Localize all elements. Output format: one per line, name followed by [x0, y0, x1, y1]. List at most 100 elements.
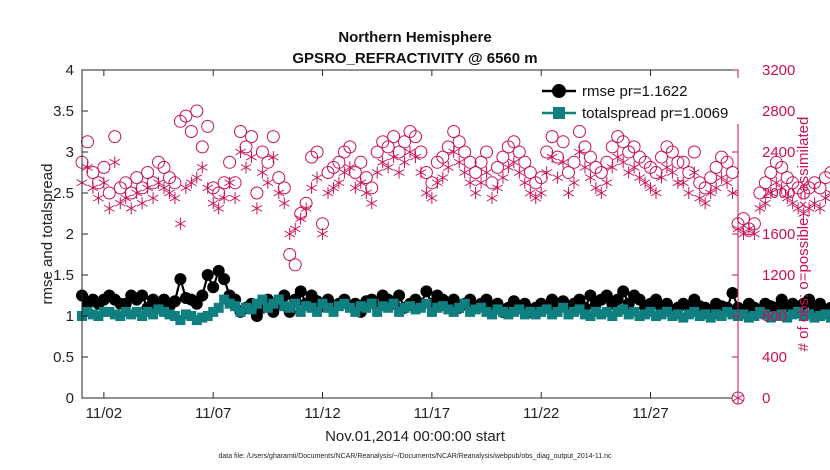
data-point-assimilated	[502, 161, 514, 174]
data-point-assimilated	[552, 171, 564, 184]
data-point-assimilated	[825, 189, 830, 197]
data-point-assimilated	[612, 151, 624, 164]
data-point-possible	[698, 181, 712, 195]
data-point-assimilated	[196, 161, 208, 174]
data-point-totalspread	[536, 306, 547, 317]
data-point-assimilated	[557, 156, 569, 169]
data-point-assimilated	[377, 156, 389, 169]
data-point-totalspread	[667, 311, 678, 321]
data-point-totalspread	[142, 306, 153, 317]
data-point-totalspread	[787, 309, 798, 320]
data-point-assimilated	[645, 181, 656, 194]
data-point-assimilated	[344, 161, 356, 174]
data-point-totalspread	[394, 306, 405, 317]
data-point-possible	[824, 166, 830, 179]
data-point-possible	[491, 160, 504, 174]
data-point-assimilated	[142, 181, 154, 194]
data-point-assimilated	[442, 161, 454, 174]
data-point-assimilated	[180, 181, 192, 194]
data-point-possible	[86, 166, 100, 179]
data-point-totalspread	[399, 302, 410, 313]
data-point-totalspread	[607, 311, 618, 321]
data-point-assimilated	[721, 176, 733, 189]
data-point-assimilated	[584, 171, 596, 184]
data-point-possible	[753, 186, 767, 200]
data-point-totalspread	[290, 298, 301, 309]
data-point-possible	[168, 176, 182, 190]
data-point-possible	[665, 145, 679, 159]
data-point-totalspread	[98, 306, 109, 317]
data-point-assimilated	[404, 146, 416, 158]
data-point-totalspread	[700, 309, 711, 320]
data-point-assimilated	[453, 156, 465, 169]
data-point-totalspread	[213, 302, 224, 313]
data-point-assimilated	[235, 146, 246, 158]
data-point-assimilated	[710, 181, 722, 194]
data-point-assimilated	[524, 187, 536, 199]
data-point-totalspread	[738, 309, 749, 320]
data-point-possible	[436, 150, 450, 164]
data-point-assimilated	[229, 192, 241, 205]
data-point-totalspread	[344, 302, 355, 313]
data-point-possible	[447, 125, 461, 138]
data-point-totalspread	[186, 311, 197, 321]
data-point-totalspread	[410, 304, 421, 315]
data-point-totalspread	[131, 306, 142, 317]
data-point-totalspread	[569, 306, 579, 317]
data-point-assimilated	[486, 192, 498, 205]
data-point-totalspread	[426, 306, 437, 317]
data-point-totalspread	[339, 298, 350, 309]
data-point-totalspread	[323, 302, 333, 313]
data-point-assimilated	[158, 181, 170, 194]
data-point-assimilated	[131, 187, 143, 199]
data-point-totalspread	[825, 312, 830, 323]
data-point-totalspread	[120, 306, 131, 317]
data-point-totalspread	[601, 306, 612, 317]
data-point-totalspread	[689, 306, 700, 317]
data-point-rmse	[218, 273, 231, 286]
data-point-possible	[245, 130, 258, 144]
data-point-rmse	[726, 287, 739, 299]
data-point-possible	[775, 160, 789, 174]
data-point-rmse	[207, 281, 220, 294]
data-point-totalspread	[716, 311, 727, 321]
data-point-totalspread	[169, 311, 180, 321]
data-point-totalspread	[295, 306, 306, 317]
data-point-assimilated	[743, 222, 755, 235]
data-point-rmse	[168, 295, 181, 308]
data-point-possible	[605, 140, 619, 154]
data-point-totalspread	[279, 301, 290, 312]
data-point-possible	[343, 140, 357, 154]
data-point-totalspread	[109, 309, 120, 320]
data-point-possible	[523, 166, 537, 179]
y-axis-right-label: # of obs: o=possible; ×=assimilated	[795, 117, 812, 352]
data-point-possible	[786, 176, 800, 190]
data-point-possible	[709, 160, 723, 174]
data-point-totalspread	[355, 301, 366, 312]
data-point-totalspread	[492, 304, 503, 315]
data-point-assimilated	[705, 187, 717, 199]
data-point-assimilated	[798, 207, 810, 220]
data-point-possible	[463, 155, 477, 169]
data-point-assimilated	[579, 161, 591, 174]
data-point-totalspread	[202, 311, 213, 321]
data-point-assimilated	[349, 181, 361, 194]
data-point-possible	[184, 125, 198, 138]
data-point-totalspread	[377, 301, 388, 312]
data-point-possible	[376, 135, 390, 149]
data-point-totalspread	[104, 306, 115, 317]
data-point-totalspread	[93, 311, 104, 321]
data-point-totalspread	[640, 309, 651, 320]
data-point-totalspread	[454, 302, 465, 313]
data-point-possible	[108, 130, 122, 144]
series-layer	[75, 104, 830, 326]
data-point-totalspread	[405, 301, 415, 312]
data-point-assimilated	[809, 197, 820, 210]
data-point-totalspread	[820, 309, 830, 320]
data-point-assimilated	[765, 187, 777, 199]
data-point-rmse	[294, 285, 307, 298]
data-point-assimilated	[595, 187, 607, 199]
data-point-rmse	[136, 289, 149, 302]
data-point-assimilated	[666, 166, 678, 179]
